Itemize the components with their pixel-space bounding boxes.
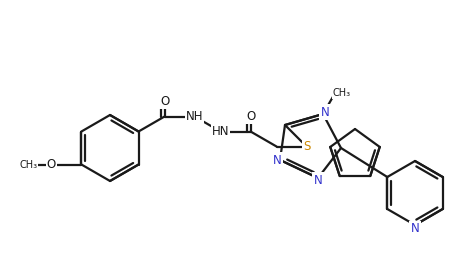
Text: N: N (320, 106, 329, 119)
Text: CH₃: CH₃ (333, 88, 351, 98)
Text: CH₃: CH₃ (19, 160, 38, 170)
Text: O: O (47, 158, 56, 171)
Text: N: N (273, 154, 282, 167)
Text: O: O (246, 110, 255, 123)
Text: O: O (160, 95, 169, 108)
Text: HN: HN (212, 125, 229, 138)
Text: N: N (411, 222, 419, 235)
Text: N: N (313, 174, 322, 187)
Text: NH: NH (186, 110, 203, 123)
Text: S: S (303, 140, 310, 153)
